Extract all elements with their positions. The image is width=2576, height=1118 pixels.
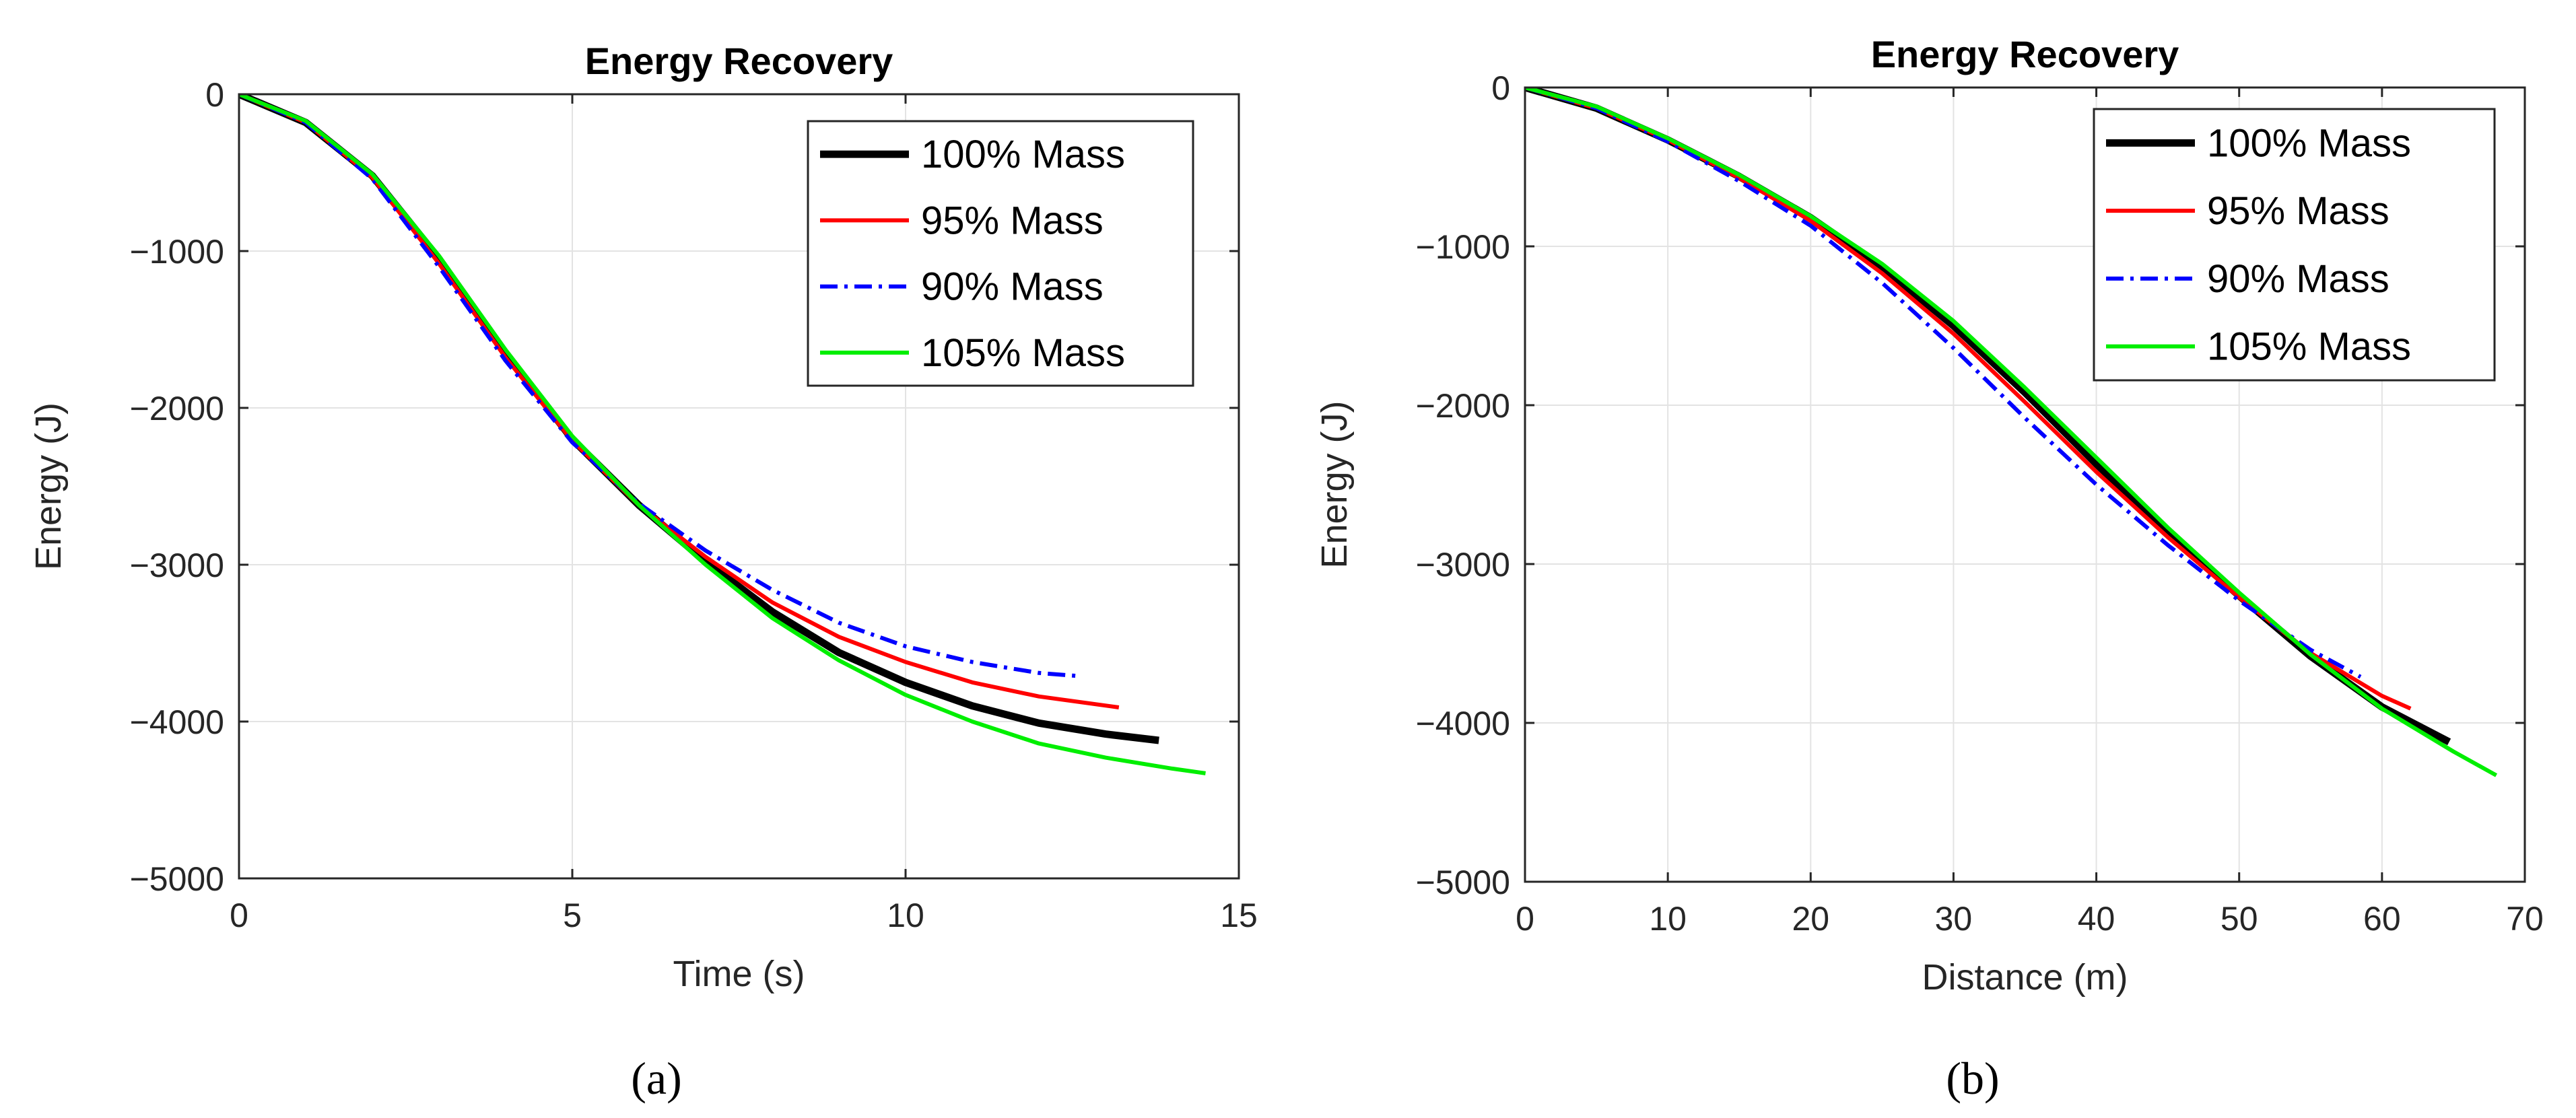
y-tick-label: −2000 <box>1416 387 1510 425</box>
legend-label: 95% Mass <box>921 199 1104 242</box>
legend-box <box>807 120 1194 387</box>
x-tick-label: 0 <box>230 897 248 934</box>
y-tick-label: −5000 <box>130 860 224 898</box>
x-tick-label: 10 <box>1649 900 1687 938</box>
y-tick-label: −1000 <box>1416 228 1510 266</box>
legend-label: 105% Mass <box>921 331 1125 375</box>
legend-box <box>2093 108 2496 382</box>
x-tick-label: 40 <box>2078 900 2115 938</box>
x-tick-label: 0 <box>1516 900 1534 938</box>
x-tick-label: 10 <box>887 897 924 934</box>
legend-label: 100% Mass <box>2207 121 2411 165</box>
x-tick-label: 50 <box>2221 900 2258 938</box>
panel-label: (a) <box>631 1053 681 1104</box>
axes-box <box>1524 86 2526 883</box>
y-tick-label: −1000 <box>130 233 224 271</box>
x-tick-label: 20 <box>1792 900 1829 938</box>
series-line-105-mass <box>1525 88 2498 777</box>
x-tick-label: 5 <box>563 897 582 934</box>
x-tick-label: 70 <box>2506 900 2544 938</box>
axes-box <box>238 93 1240 880</box>
series-line-90-mass <box>239 94 1079 678</box>
legend-label: 105% Mass <box>2207 325 2411 369</box>
panel-label: (b) <box>1946 1053 1999 1104</box>
x-tick-label: 30 <box>1935 900 1973 938</box>
y-axis-label: Energy (J) <box>1314 400 1355 568</box>
legend-label: 100% Mass <box>921 133 1125 176</box>
chart-title: Energy Recovery <box>585 40 893 82</box>
y-tick-label: −2000 <box>130 390 224 427</box>
y-tick-label: −4000 <box>1416 705 1510 742</box>
legend: 100% Mass 95% Mass 90% Mass 105% Mass <box>807 120 1194 387</box>
legend: 100% Mass 95% Mass 90% Mass 105% Mass <box>2093 108 2496 382</box>
legend-label: 90% Mass <box>2207 257 2389 301</box>
chart-title: Energy Recovery <box>1871 33 2179 75</box>
series-line-105-mass <box>239 94 1206 775</box>
legend-label: 90% Mass <box>921 265 1104 309</box>
x-tick-label: 15 <box>1220 897 1258 934</box>
y-tick-label: 0 <box>205 76 224 114</box>
x-axis-label: Distance (m) <box>1922 957 2128 998</box>
chart-panel-b: 0 10 20 30 40 50 60 70 0 −1000 −2000 −3000 −4000 −500… <box>1314 33 2544 1104</box>
y-tick-label: −3000 <box>1416 546 1510 584</box>
x-tick-label: 60 <box>2363 900 2401 938</box>
y-tick-label: −5000 <box>1416 864 1510 901</box>
y-tick-label: 0 <box>1491 69 1510 107</box>
chart-panel-a: 0 5 10 15 0 −1000 −2000 −3000 −4000 −5000 Energy R… <box>28 40 1258 1104</box>
y-tick-label: −4000 <box>130 703 224 741</box>
series-line-90-mass <box>1525 88 2362 679</box>
y-axis-label: Energy (J) <box>28 403 69 570</box>
legend-label: 95% Mass <box>2207 189 2389 233</box>
x-axis-label: Time (s) <box>673 954 805 994</box>
y-tick-label: −3000 <box>130 547 224 584</box>
